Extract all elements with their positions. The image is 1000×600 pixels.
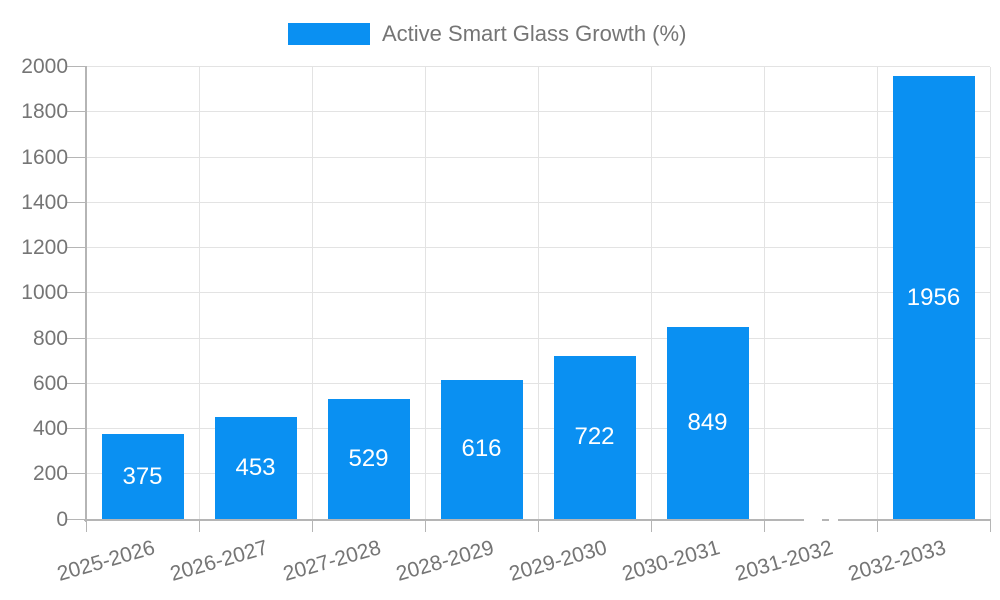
y-tick-label: 1800	[21, 100, 68, 124]
x-gridline	[876, 66, 878, 519]
x-tick-mark	[989, 521, 991, 532]
bar-2026-2027[interactable]	[214, 416, 297, 519]
x-tick-mark	[763, 521, 765, 532]
bar-value-label: 375	[122, 462, 163, 490]
y-tick-mark	[66, 518, 86, 520]
bar-2027-2028[interactable]	[327, 399, 410, 519]
x-axis-label-2027-2028: 2027-2028	[280, 536, 384, 586]
hidden-zero-label-artifact-dash	[821, 519, 829, 521]
x-gridline	[989, 66, 991, 519]
y-tick-label: 800	[32, 326, 68, 350]
legend-label: Active Smart Glass Growth (%)	[382, 21, 687, 46]
y-tick-mark	[66, 292, 86, 294]
y-tick-label: 0	[56, 507, 68, 531]
bar-2025-2026[interactable]	[101, 434, 184, 519]
y-tick-mark	[66, 428, 86, 429]
x-axis-line	[84, 519, 991, 521]
bar-value-label: 616	[461, 435, 502, 463]
bar-2028-2029[interactable]	[440, 379, 523, 519]
x-tick-mark	[198, 521, 200, 532]
legend-swatch	[288, 23, 370, 45]
x-axis-label-2025-2026: 2025-2026	[54, 536, 158, 586]
y-tick-mark	[66, 111, 86, 113]
bar-value-label: 849	[687, 408, 728, 436]
y-tick-mark	[66, 66, 86, 67]
bar-2032-2033[interactable]	[892, 76, 975, 519]
legend[interactable]: Active Smart Glass Growth (%)	[288, 21, 686, 47]
x-tick-mark	[85, 521, 87, 532]
x-axis-label-2028-2029: 2028-2029	[393, 536, 497, 586]
x-tick-mark	[311, 521, 313, 532]
y-tick-label: 1600	[21, 145, 68, 169]
y-tick-mark	[66, 201, 86, 203]
x-axis-label-2026-2027: 2026-2027	[167, 536, 271, 586]
bar-value-label: 529	[348, 445, 389, 473]
bar-value-label: 1956	[906, 283, 961, 311]
y-tick-label: 1000	[21, 281, 68, 305]
y-tick-label: 400	[32, 417, 68, 440]
y-tick-label: 600	[32, 371, 68, 395]
x-axis-label-2030-2031: 2030-2031	[619, 536, 723, 586]
bar-value-label: 722	[574, 423, 615, 451]
x-tick-mark	[650, 521, 652, 532]
y-tick-label: 200	[32, 462, 68, 486]
y-tick-mark	[66, 156, 86, 158]
y-axis-line	[85, 66, 87, 522]
y-tick-mark	[66, 473, 86, 475]
x-gridline	[537, 66, 539, 519]
x-gridline	[424, 66, 426, 519]
x-axis-label-2032-2033: 2032-2033	[845, 536, 949, 586]
x-axis-label-2029-2030: 2029-2030	[506, 536, 610, 586]
x-gridline	[650, 66, 652, 519]
y-tick-label: 1200	[21, 236, 68, 259]
bar-2030-2031[interactable]	[666, 326, 749, 519]
x-tick-mark	[537, 521, 539, 532]
x-gridline	[311, 66, 313, 519]
y-tick-mark	[66, 247, 86, 248]
y-tick-label: 1400	[21, 190, 68, 214]
x-axis-label-2031-2032: 2031-2032	[732, 536, 836, 586]
bar-2029-2030[interactable]	[553, 355, 636, 519]
x-gridline	[198, 66, 200, 519]
y-tick-label: 2000	[21, 55, 68, 78]
hidden-zero-label-artifact	[803, 518, 838, 523]
bar-value-label: 453	[235, 453, 276, 481]
y-tick-mark	[66, 382, 86, 384]
y-tick-mark	[66, 337, 86, 339]
x-tick-mark	[876, 521, 878, 532]
x-tick-mark	[424, 521, 426, 532]
x-gridline	[763, 66, 765, 519]
